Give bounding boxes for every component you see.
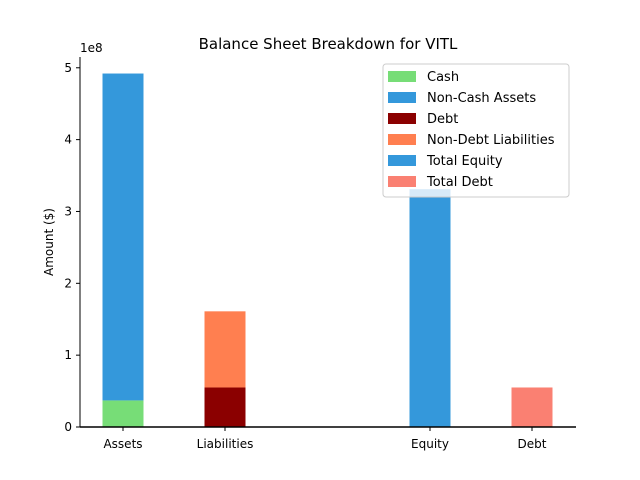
- legend-swatch-total-debt: [388, 176, 416, 187]
- legend-label-debt: Debt: [427, 112, 458, 127]
- x-tick-label-liabilities: Liabilities: [197, 437, 254, 451]
- legend-label-non-cash-assets: Non-Cash Assets: [427, 91, 536, 106]
- legend-swatch-debt: [388, 113, 416, 124]
- legend-swatch-cash: [388, 71, 416, 82]
- bar-total-equity: [409, 189, 451, 427]
- x-tick-label-equity: Equity: [411, 437, 449, 451]
- legend-label-total-debt: Total Debt: [426, 175, 493, 190]
- bar-non-cash-assets: [102, 73, 144, 401]
- bars-group: [102, 73, 553, 427]
- legend-swatch-non-debt-liabilities: [388, 134, 416, 145]
- y-tick-label: 4: [64, 133, 72, 147]
- legend-label-non-debt-liabilities: Non-Debt Liabilities: [427, 133, 555, 148]
- bar-debt: [204, 387, 246, 427]
- y-tick-label: 3: [64, 204, 72, 218]
- x-tick-label-debt: Debt: [518, 437, 547, 451]
- legend-label-cash: Cash: [427, 70, 459, 85]
- legend-swatch-non-cash-assets: [388, 92, 416, 103]
- axes-group: [79, 57, 576, 428]
- legend-swatch-total-equity: [388, 155, 416, 166]
- x-tick-label-assets: Assets: [103, 437, 142, 451]
- bar-cash: [102, 400, 144, 427]
- ticks-group: 0 1 2 3 4 5 Assets Liabilities Equity Debt: [64, 61, 546, 451]
- y-tick-label: 5: [64, 61, 72, 75]
- chart-title: Balance Sheet Breakdown for VITL: [199, 35, 458, 53]
- y-tick-label: 1: [64, 348, 72, 362]
- y-tick-label: 0: [64, 420, 72, 434]
- y-tick-label: 2: [64, 276, 72, 290]
- legend: Cash Non-Cash Assets Debt Non-Debt Liabilit…: [382, 63, 570, 198]
- bar-non-debt-liabilities: [204, 311, 246, 388]
- bar-total-debt: [511, 387, 553, 427]
- legend-box: [382, 63, 570, 198]
- y-axis-label: Amount ($): [42, 208, 56, 276]
- y-axis-scale-note: 1e8: [80, 41, 103, 55]
- legend-label-total-equity: Total Equity: [426, 154, 503, 169]
